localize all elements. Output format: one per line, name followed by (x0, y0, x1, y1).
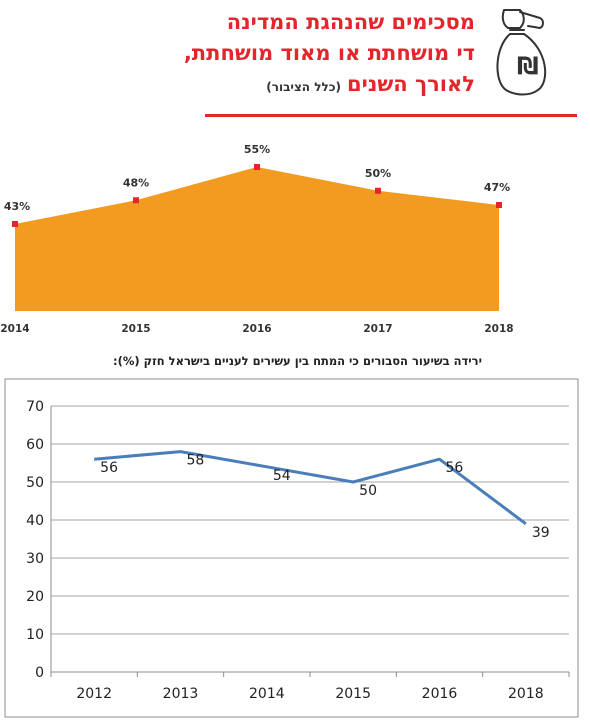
line-chart: 0 10 20 30 40 50 60 70 2012 2013 2014 2015 2016 2018… (4, 378, 579, 718)
y-tick-50: 50 (26, 475, 44, 491)
line-data-label-2016: 56 (446, 460, 464, 476)
y-tick-0: 0 (35, 665, 44, 681)
title-line-3-text: לאורך השנים (347, 72, 475, 96)
area-marker-2014 (12, 221, 18, 227)
y-tick-60: 60 (26, 437, 44, 453)
area-data-label-2016: 55% (244, 143, 270, 156)
title-line-1: מסכימים שהנהגת המדינה (226, 10, 475, 34)
area-data-label-2015: 48% (123, 176, 149, 189)
area-x-tick-2014: 2014 (0, 323, 29, 335)
area-x-tick-2016: 2016 (242, 323, 271, 335)
area-markers (12, 164, 502, 227)
area-series-fill (15, 167, 499, 311)
title-line-3: לאורך השנים (כלל הציבור) (266, 72, 475, 96)
title-subtitle: (כלל הציבור) (266, 80, 342, 94)
y-tick-20: 20 (26, 589, 44, 605)
y-tick-10: 10 (26, 627, 44, 643)
area-marker-2017 (375, 187, 381, 194)
x-tick-2013: 2013 (163, 686, 199, 702)
area-marker-2018 (496, 202, 502, 208)
line-data-label-2014: 54 (273, 468, 291, 484)
area-x-tick-2018: 2018 (484, 323, 513, 335)
area-data-label-2018: 47% (484, 181, 510, 194)
area-x-tick-2017: 2017 (363, 323, 392, 335)
line-data-label-2012: 56 (100, 460, 118, 476)
money-bag-hand-icon: ₪ (496, 9, 547, 96)
area-chart: 43% 48% 55% 50% 47% 2014 2015 2016 2017 2018 (0, 143, 513, 335)
line-data-label-2013: 58 (187, 453, 205, 469)
line-data-labels: 56 58 54 50 56 39 (100, 453, 549, 541)
title-line-2: די מושחתת או מאוד מושחתת, (183, 41, 475, 65)
area-x-tick-2015: 2015 (121, 323, 150, 335)
area-data-label-2014: 43% (4, 200, 30, 213)
header-divider (205, 114, 577, 117)
line-data-label-2018: 39 (532, 525, 550, 541)
line-data-label-2015: 50 (359, 483, 377, 499)
area-data-label-2017: 50% (365, 167, 391, 180)
svg-text:₪: ₪ (517, 52, 539, 80)
x-tick-2014: 2014 (249, 686, 285, 702)
line-y-axis: 0 10 20 30 40 50 60 70 (26, 399, 44, 681)
y-tick-40: 40 (26, 513, 44, 529)
x-tick-2018: 2018 (508, 686, 544, 702)
area-marker-2015 (133, 197, 139, 204)
x-tick-2016: 2016 (422, 686, 458, 702)
header: מסכימים שהנהגת המדינה די מושחתת או מאוד … (0, 0, 590, 120)
x-tick-2015: 2015 (335, 686, 371, 702)
chart-frame (4, 378, 579, 718)
line-series (94, 450, 527, 526)
y-tick-70: 70 (26, 399, 44, 415)
area-marker-2016 (254, 164, 260, 170)
y-tick-30: 30 (26, 551, 44, 567)
area-x-axis: 2014 2015 2016 2017 2018 (0, 323, 513, 335)
line-chart-title: ירידה בשיעור הסבורים כי המתח בין עשירים … (113, 354, 482, 368)
area-data-labels: 43% 48% 55% 50% 47% (4, 143, 510, 213)
line-x-axis: 2012 2013 2014 2015 2016 2018 (50, 672, 570, 702)
x-tick-2012: 2012 (76, 686, 112, 702)
